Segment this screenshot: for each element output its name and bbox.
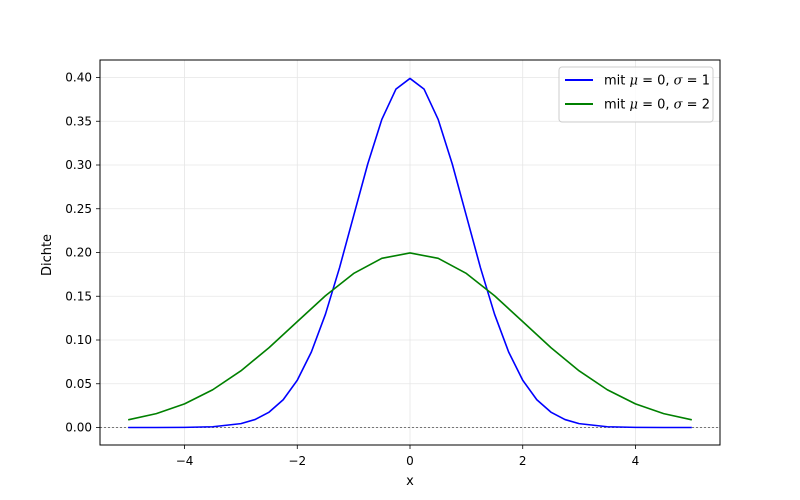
series-lines	[128, 77, 692, 429]
y-tick-label: 0.05	[65, 377, 92, 391]
legend-label-sigma2: mit μ = 0, σ = 2	[604, 98, 710, 113]
x-tick-label: −4	[176, 454, 194, 468]
legend-label-sigma1: mit μ = 0, σ = 1	[604, 74, 710, 89]
legend-sigma-value: = 1	[683, 74, 710, 89]
y-tick-label: 0.00	[65, 421, 92, 435]
y-tick-label: 0.15	[65, 289, 92, 303]
y-tick-label: 0.30	[65, 158, 92, 172]
y-tick-label: 0.40	[65, 71, 92, 85]
x-tick-label: 0	[406, 454, 414, 468]
x-tick-label: 4	[632, 454, 640, 468]
legend-label-prefix: mit	[604, 98, 630, 113]
legend-label-prefix: mit	[604, 74, 630, 89]
legend-mu-value: = 0,	[638, 98, 674, 113]
x-axis-label: x	[406, 474, 414, 489]
x-axis-ticks: −4 −2 0 2 4	[176, 445, 640, 468]
series-line-sigma1	[128, 77, 692, 429]
y-tick-label: 0.10	[65, 333, 92, 347]
y-tick-label: 0.35	[65, 114, 92, 128]
x-tick-label: −2	[288, 454, 306, 468]
y-axis-ticks: 0.00 0.05 0.10 0.15 0.20 0.25 0.30 0.35 0.40	[65, 71, 100, 435]
y-tick-label: 0.20	[65, 246, 92, 260]
legend-sigma-symbol: σ	[674, 98, 684, 113]
legend-mu-value: = 0,	[638, 74, 674, 89]
x-tick-label: 2	[519, 454, 527, 468]
y-tick-label: 0.25	[65, 202, 92, 216]
legend-mu-symbol: μ	[630, 98, 638, 113]
series-line-sigma2	[128, 252, 692, 421]
y-axis-label: Dichte	[40, 234, 55, 276]
legend: mit μ = 0, σ = 1 mit μ = 0, σ = 2	[558, 66, 714, 123]
legend-mu-symbol: μ	[630, 74, 638, 89]
legend-sigma-value: = 2	[683, 98, 710, 113]
legend-box	[558, 66, 714, 123]
legend-sigma-symbol: σ	[674, 74, 684, 89]
